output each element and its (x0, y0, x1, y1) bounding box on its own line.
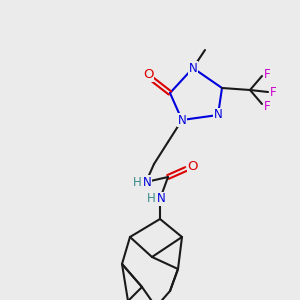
Text: N: N (142, 176, 152, 188)
Text: N: N (157, 193, 165, 206)
Text: F: F (264, 68, 270, 80)
Text: H: H (147, 193, 155, 206)
Text: O: O (188, 160, 198, 173)
Text: N: N (189, 61, 197, 74)
Text: O: O (143, 68, 153, 80)
Text: N: N (178, 113, 186, 127)
Text: H: H (133, 176, 141, 188)
Text: F: F (270, 85, 276, 98)
Text: N: N (214, 109, 222, 122)
Text: F: F (264, 100, 270, 112)
